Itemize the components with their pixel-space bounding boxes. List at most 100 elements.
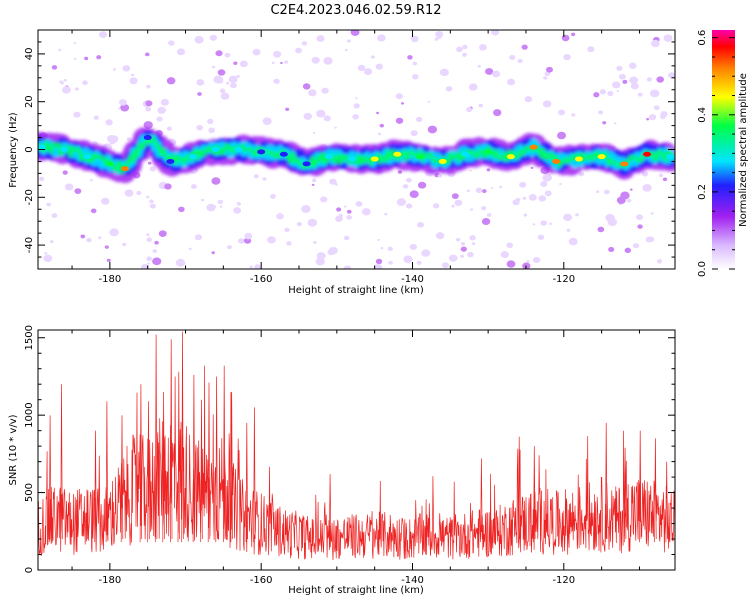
ridge-point (279, 151, 288, 157)
noise-speck (462, 44, 468, 50)
y-tick-label: 500 (24, 483, 35, 502)
noise-speck (614, 122, 617, 125)
colorbar-tick-label: 0.2 (697, 184, 708, 200)
noise-speck (616, 89, 620, 92)
noise-speck (225, 81, 230, 85)
noise-speck (650, 39, 660, 48)
noise-speck (64, 183, 74, 191)
noise-speck (301, 41, 308, 46)
noise-speck (412, 61, 418, 66)
noise-speck (338, 213, 343, 218)
noise-speck (667, 72, 675, 79)
noise-speck (441, 262, 450, 269)
noise-speck (146, 195, 150, 199)
noise-speck (145, 106, 152, 112)
noise-speck (532, 256, 541, 264)
spectrogram-panel: -180 -160 -140 -120 -40 -20 0 20 40 Height of st… (8, 29, 676, 296)
noise-speck (320, 196, 328, 203)
noise-speck (427, 100, 430, 103)
noise-speck (598, 110, 604, 115)
noise-speck (561, 34, 570, 42)
noise-speck (188, 247, 192, 251)
noise-speck (58, 48, 62, 52)
ridge-point (393, 151, 402, 157)
noise-speck (649, 89, 660, 98)
noise-speck (524, 96, 533, 103)
noise-speck (217, 199, 224, 205)
noise-speck (327, 249, 335, 256)
noise-speck (254, 264, 262, 269)
noise-speck (194, 234, 203, 241)
noise-speck (59, 80, 63, 84)
noise-speck (507, 78, 516, 86)
noise-speck (373, 264, 383, 269)
noise-speck (498, 185, 503, 189)
noise-speck (196, 79, 205, 86)
noise-speck (353, 103, 360, 109)
noise-speck (479, 44, 487, 51)
colorbar-label: Normalized spectral amplitude (738, 73, 749, 227)
noise-speck (176, 48, 186, 56)
noise-speck (157, 106, 167, 114)
noise-speck (73, 41, 77, 45)
noise-speck (129, 77, 138, 85)
noise-speck (445, 86, 453, 92)
noise-speck (486, 213, 492, 217)
noise-speck (122, 65, 131, 72)
noise-speck (126, 137, 132, 142)
noise-speck (595, 190, 600, 194)
noise-speck (311, 183, 315, 186)
noise-speck (149, 203, 156, 209)
ridge-point (416, 154, 425, 160)
noise-speck (557, 131, 567, 140)
noise-speck (650, 212, 654, 215)
noise-speck (130, 73, 135, 77)
noise-speck (396, 198, 407, 206)
noise-speck (517, 58, 523, 64)
noise-speck (361, 208, 371, 216)
noise-speck (252, 48, 261, 56)
noise-speck (178, 206, 185, 213)
ridge-point (347, 156, 356, 162)
noise-speck (427, 125, 438, 134)
noise-speck (145, 52, 150, 57)
noise-speck (477, 64, 481, 68)
noise-speck (435, 232, 445, 240)
noise-speck (93, 115, 99, 120)
noise-speck (646, 118, 650, 121)
noise-speck (587, 46, 595, 53)
noise-speck (206, 203, 216, 212)
noise-speck (334, 183, 338, 186)
noise-speck (415, 116, 423, 123)
noise-speck (645, 236, 653, 243)
noise-speck (355, 97, 358, 100)
ridge-point (189, 154, 198, 160)
noise-speck (84, 56, 89, 61)
noise-speck (370, 55, 375, 59)
noise-speck (262, 117, 272, 126)
ridge-point (370, 156, 379, 162)
noise-speck (468, 83, 478, 91)
noise-speck (481, 217, 491, 225)
noise-speck (471, 242, 476, 246)
ridge-point (484, 149, 493, 155)
noise-speck (597, 226, 605, 233)
noise-speck (106, 258, 111, 263)
noise-speck (632, 243, 640, 249)
y-tick-label: -40 (24, 237, 35, 253)
noise-speck (302, 83, 311, 90)
noise-speck (270, 194, 276, 199)
noise-speck (602, 121, 607, 125)
colorbar-tick-label: 0.6 (697, 30, 708, 46)
noise-speck (637, 224, 643, 229)
noise-speck (146, 233, 150, 237)
noise-speck (475, 187, 483, 194)
noise-speck (607, 218, 618, 227)
ridge-point (38, 144, 46, 150)
noise-speck (62, 86, 71, 94)
x-tick-label: -140 (401, 274, 424, 285)
noise-speck (233, 61, 238, 65)
noise-speck (226, 245, 232, 250)
noise-speck (149, 199, 154, 204)
